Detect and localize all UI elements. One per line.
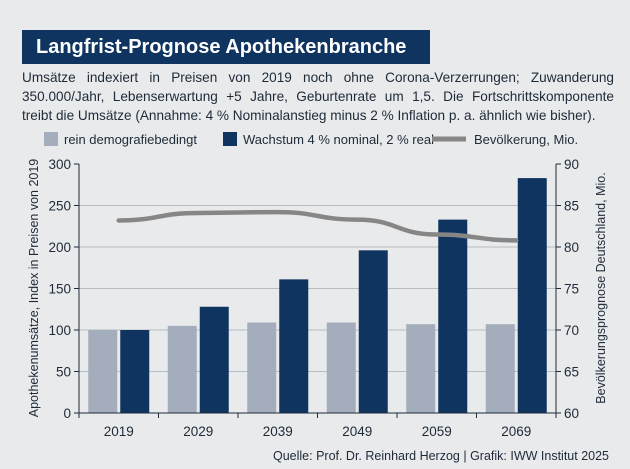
subtitle-line-2: 350.000/Jahr, Lebenserwartung +5 Jahre, … — [22, 89, 614, 104]
bars — [88, 178, 547, 413]
x-tick-label: 2059 — [422, 424, 452, 439]
x-tick-label: 2069 — [501, 424, 531, 439]
legend-label-bevoelkerung: Bevölkerung, Mio. — [474, 132, 578, 147]
legend-swatch-wachstum — [223, 132, 237, 146]
y-right-tick-label: 75 — [564, 282, 579, 297]
y-right-tick-label: 90 — [564, 157, 579, 172]
x-tick-label: 2019 — [104, 424, 134, 439]
y-right-tick-label: 65 — [564, 365, 579, 380]
bar-wachstum — [279, 279, 309, 413]
y-right-tick-label: 80 — [564, 240, 579, 255]
y-left-tick-label: 100 — [48, 323, 71, 338]
y-left-tick-label: 0 — [63, 406, 71, 421]
y-left-tick-label: 150 — [48, 282, 71, 297]
y-axis-left-label: Apothekenumsätze, Index in Preisen von 2… — [27, 159, 41, 418]
bar-demografie — [485, 324, 515, 413]
gridlines — [79, 205, 556, 372]
y-axis-left-ticks: 0 50 100 150 200 250 300 — [48, 157, 79, 421]
y-left-tick-label: 300 — [48, 157, 71, 172]
y-axis-right-ticks: 60 65 70 75 80 85 90 — [556, 157, 579, 421]
population-line-series — [116, 209, 519, 243]
bar-demografie — [247, 322, 277, 413]
legend: rein demografiebedingt Wachstum 4 % nomi… — [44, 132, 578, 147]
chart-subtitle: Umsätze indexiert in Preisen von 2019 no… — [22, 68, 614, 125]
y-left-tick-label: 250 — [48, 199, 71, 214]
y-left-tick-label: 200 — [48, 240, 71, 255]
bar-wachstum — [120, 330, 150, 413]
bar-wachstum — [517, 178, 547, 413]
legend-label-demografie: rein demografiebedingt — [64, 132, 197, 147]
y-right-tick-label: 70 — [564, 323, 579, 338]
population-line — [116, 209, 519, 243]
chart-title: Langfrist-Prognose Apothekenbranche — [22, 30, 430, 64]
y-axis-right-label: Bevölkerungsprognose Deutschland, Mio. — [594, 172, 608, 403]
bar-demografie — [406, 324, 436, 413]
bar-demografie — [167, 325, 197, 413]
source-note: Quelle: Prof. Dr. Reinhard Herzog | Graf… — [273, 449, 609, 463]
x-tick-label: 2029 — [183, 424, 213, 439]
x-tick-label: 2049 — [342, 424, 372, 439]
legend-label-wachstum: Wachstum 4 % nominal, 2 % real — [243, 132, 434, 147]
y-left-tick-label: 50 — [56, 365, 71, 380]
y-right-tick-label: 60 — [564, 406, 579, 421]
x-axis-ticks: 2019 2029 2039 2049 2059 2069 — [78, 413, 557, 439]
x-tick-label: 2039 — [263, 424, 293, 439]
bar-demografie — [326, 322, 356, 413]
subtitle-line-1: Umsätze indexiert in Preisen von 2019 no… — [22, 70, 614, 85]
subtitle-line-3: treibt die Umsätze (Annahme: 4 % Nominal… — [22, 108, 596, 123]
bar-wachstum — [199, 306, 229, 413]
bar-wachstum — [358, 250, 388, 413]
bar-wachstum — [438, 219, 468, 413]
y-right-tick-label: 85 — [564, 199, 579, 214]
legend-swatch-demografie — [44, 132, 58, 146]
bar-demografie — [88, 330, 118, 413]
